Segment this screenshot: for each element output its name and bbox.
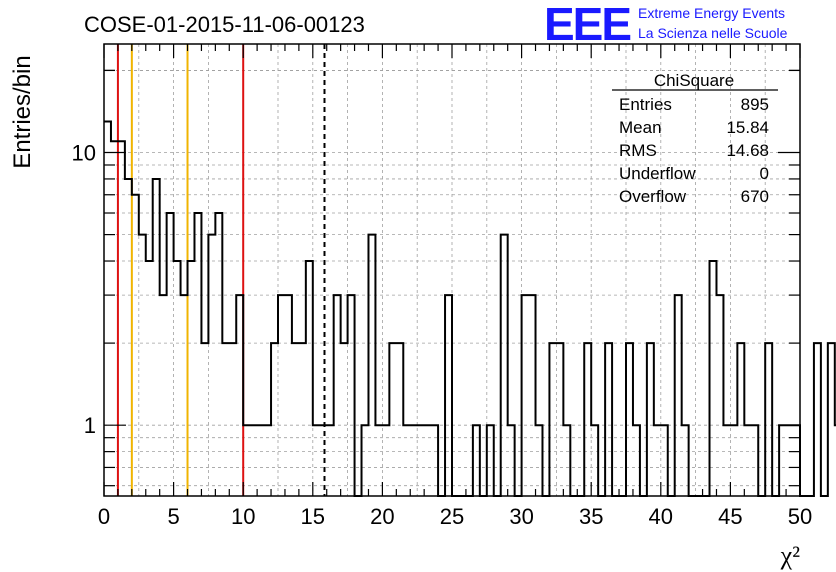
stats-title: ChiSquare [654, 71, 734, 90]
stats-row-label: Underflow [619, 164, 696, 183]
x-tick-label: 20 [370, 504, 394, 529]
stats-row-label: Mean [619, 118, 662, 137]
y-tick-label: 1 [84, 413, 96, 438]
stats-rows: Entries 895 Mean 15.84 RMS 14.68 Underflow 0 Ove… [619, 95, 769, 206]
eee-logo-line2: La Scienza nelle Scuole [638, 25, 788, 41]
stats-row-value: 0 [760, 164, 769, 183]
x-tick-label: 0 [98, 504, 110, 529]
stats-row-label: Entries [619, 95, 672, 114]
y-tick-labels: 1 10 [72, 141, 96, 439]
eee-logo-text: EEE [544, 0, 630, 50]
eee-logo-line1: Extreme Energy Events [638, 5, 785, 21]
histogram [104, 120, 836, 497]
stats-row-label: RMS [619, 141, 657, 160]
x-axis-label: χ² [780, 541, 801, 570]
stats-row-value: 895 [741, 95, 769, 114]
x-tick-label: 45 [718, 504, 742, 529]
stats-box: ChiSquare Entries 895 Mean 15.84 RMS 14.68 Und… [612, 71, 778, 206]
y-axis-label: Entries/bin [9, 55, 36, 168]
stats-row-label: Overflow [619, 187, 687, 206]
x-tick-label: 40 [649, 504, 673, 529]
x-tick-label: 25 [440, 504, 464, 529]
stats-row-value: 670 [741, 187, 769, 206]
x-tick-label: 15 [301, 504, 325, 529]
axis-ticks [103, 44, 801, 496]
x-tick-label: 30 [509, 504, 533, 529]
x-tick-labels: 0 5 10 15 20 25 30 35 40 45 50 [98, 504, 812, 529]
histogram-outline [104, 120, 836, 497]
x-tick-label: 35 [579, 504, 603, 529]
stats-row-value: 15.84 [726, 118, 769, 137]
y-tick-label: 10 [72, 141, 96, 166]
eee-logo: EEE Extreme Energy Events La Scienza nel… [544, 0, 788, 50]
x-tick-label: 50 [788, 504, 812, 529]
x-tick-label: 5 [167, 504, 179, 529]
chart-title: COSE-01-2015-11-06-00123 [84, 12, 365, 37]
stats-row-value: 14.68 [726, 141, 769, 160]
x-tick-label: 10 [231, 504, 255, 529]
reference-lines [116, 44, 326, 496]
